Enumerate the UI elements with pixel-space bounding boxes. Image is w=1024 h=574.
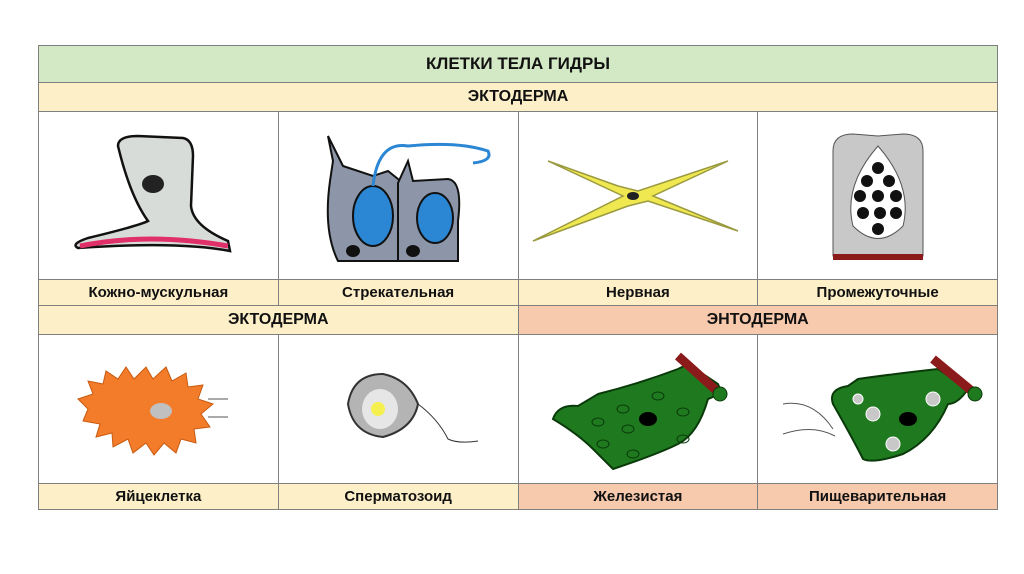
glandular-cell-image: [517, 334, 759, 484]
label-digestive: Пищеварительная: [757, 483, 998, 510]
stinging-cell-image: [277, 111, 519, 280]
ectoderm-header-2: ЭКТОДЕРМА: [38, 305, 519, 335]
hydra-cells-table: КЛЕТКИ ТЕЛА ГИДРЫ ЭКТОДЕРМА Кожно-мускул…: [38, 45, 998, 510]
skin-muscle-cell-image: [38, 111, 279, 280]
label-nerve: Нервная: [517, 279, 759, 306]
ectoderm-header: ЭКТОДЕРМА: [38, 82, 998, 112]
label-sperm: Сперматозоид: [277, 483, 519, 510]
endoderm-header: ЭНТОДЕРМА: [517, 305, 998, 335]
label-egg-cell: Яйцеклетка: [38, 483, 279, 510]
label-stinging: Стрекательная: [277, 279, 519, 306]
label-skin-muscle: Кожно-мускульная: [38, 279, 279, 306]
sperm-cell-image: [277, 334, 519, 484]
intermediate-cells-image: [757, 111, 998, 280]
table-title: КЛЕТКИ ТЕЛА ГИДРЫ: [38, 45, 998, 83]
digestive-cell-image: [757, 334, 998, 484]
label-glandular: Железистая: [517, 483, 759, 510]
egg-cell-image: [38, 334, 279, 484]
nerve-cell-image: [517, 111, 759, 280]
label-intermediate: Промежуточные: [757, 279, 998, 306]
